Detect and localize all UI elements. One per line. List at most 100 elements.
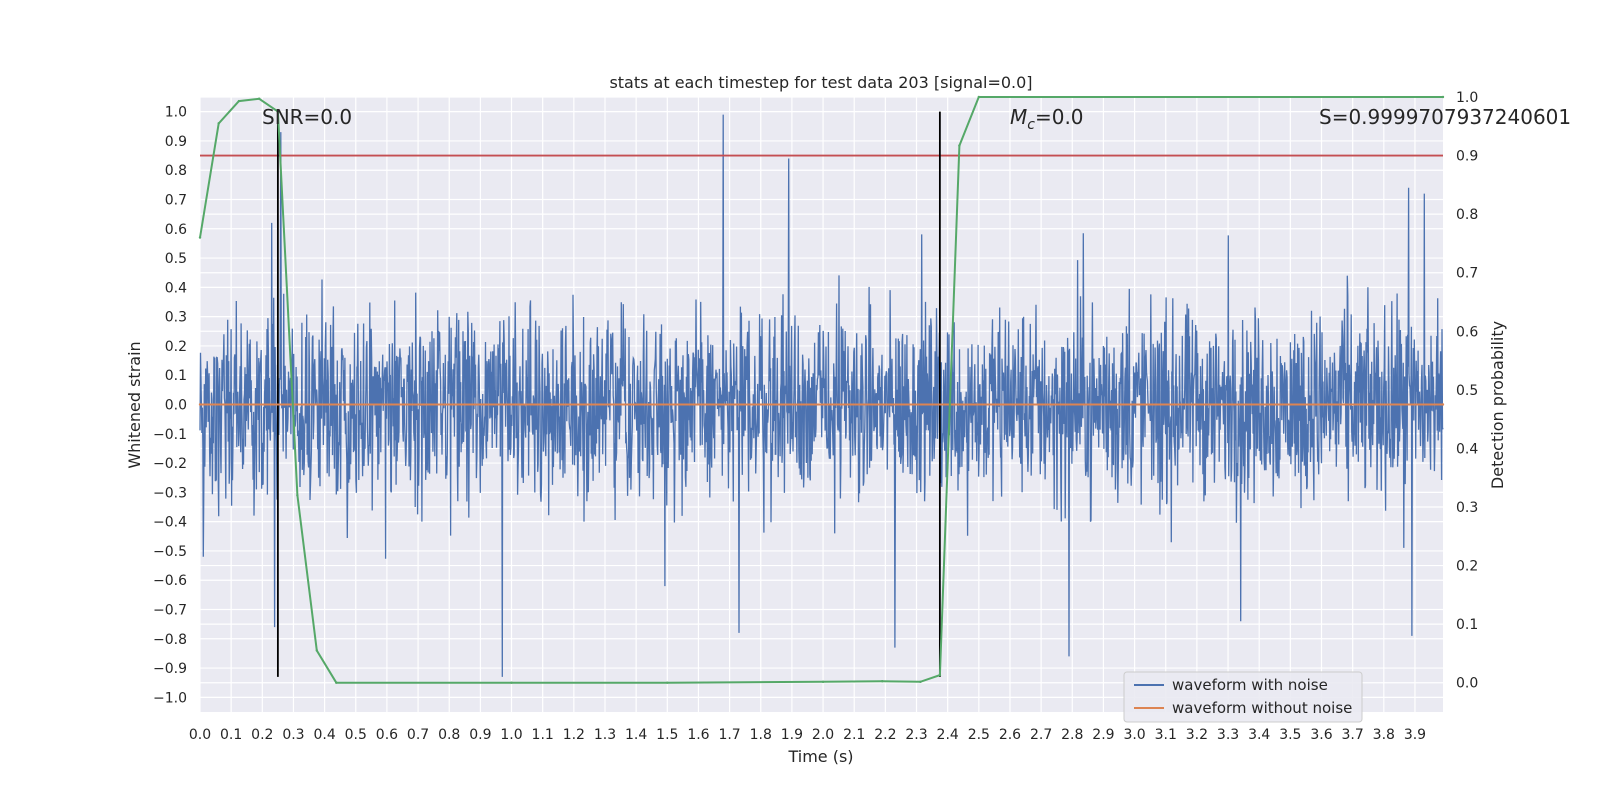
x-tick-label: 1.6	[687, 727, 709, 743]
clean-point	[1441, 403, 1445, 406]
y-axis-title: Whitened strain	[125, 341, 144, 468]
x-tick-label: 0.5	[345, 727, 367, 743]
probability-point	[276, 110, 280, 113]
x-tick-label: 3.0	[1123, 727, 1145, 743]
x-tick-label: 2.5	[968, 727, 990, 743]
x-tick-label: 0.1	[220, 727, 242, 743]
x-tick-label: 0.0	[189, 727, 211, 743]
x-tick-label: 0.4	[313, 727, 335, 743]
y-tick-label: 0.0	[165, 398, 187, 414]
probability-point	[510, 681, 513, 684]
chart-title: stats at each timestep for test data 203…	[609, 73, 1032, 92]
y-tick-label: −0.6	[153, 573, 187, 589]
y-tick-label: −0.7	[153, 603, 187, 619]
x-tick-label: 2.6	[999, 727, 1021, 743]
x-tick-label: 0.7	[407, 727, 429, 743]
y2-tick-label: 0.4	[1456, 441, 1478, 457]
y2-tick-label: 0.6	[1456, 324, 1478, 340]
x-tick-label: 3.4	[1248, 727, 1270, 743]
legend-label-clean: waveform without noise	[1172, 699, 1352, 717]
x-tick-label: 1.9	[781, 727, 803, 743]
x-tick-label: 2.0	[812, 727, 834, 743]
y-tick-label: −0.2	[153, 456, 187, 472]
x-tick-label: 1.4	[625, 727, 647, 743]
y-tick-label: −0.4	[153, 515, 187, 531]
y-tick-label: 0.1	[165, 368, 187, 384]
x-tick-label: 0.2	[251, 727, 273, 743]
x-tick-label: 3.7	[1342, 727, 1364, 743]
y2-tick-label: 0.1	[1456, 617, 1478, 633]
probability-point	[257, 97, 261, 100]
annotation-score: S=0.9999707937240601	[1319, 105, 1571, 129]
y-tick-label: 0.4	[165, 280, 187, 296]
x-tick-label: 0.6	[376, 727, 398, 743]
x-tick-label: 0.3	[282, 727, 304, 743]
probability-point	[315, 649, 319, 652]
probability-point	[919, 680, 922, 684]
y-tick-label: −0.5	[153, 544, 187, 560]
x-tick-label: 3.1	[1155, 727, 1177, 743]
x-tick-label: 3.9	[1404, 727, 1426, 743]
y-tick-label: 0.2	[165, 339, 187, 355]
y-tick-label: −1.0	[153, 690, 187, 706]
y2-tick-label: 0.7	[1456, 266, 1478, 282]
marks	[198, 95, 1445, 684]
annotation-chirp-mass-symbol: M	[1010, 105, 1027, 129]
y-tick-label: 0.9	[165, 134, 187, 150]
annotation-snr: SNR=0.0	[262, 105, 352, 129]
y-tick-label: 1.0	[165, 105, 187, 121]
x-axis-title: Time (s)	[787, 747, 853, 766]
y-tick-label: −0.9	[153, 661, 187, 677]
y2-tick-label: 0.8	[1456, 207, 1478, 223]
probability-point	[958, 144, 961, 147]
series-noise-line	[199, 114, 1444, 677]
x-tick-label: 2.8	[1061, 727, 1083, 743]
x-tick-label: 3.6	[1310, 727, 1332, 743]
legend-label-noise: waveform with noise	[1172, 676, 1328, 694]
annotation-chirp-mass-value: =0.0	[1035, 105, 1084, 129]
legend-box	[1123, 671, 1363, 723]
y-tick-label: 0.8	[165, 163, 187, 179]
x-tick-label: 3.8	[1373, 727, 1395, 743]
y-tick-label: −0.8	[153, 632, 187, 648]
x-tick-label: 2.4	[937, 727, 959, 743]
annotation-chirp-mass-sub: c	[1027, 117, 1035, 133]
x-tick-label: 2.9	[1092, 727, 1114, 743]
legend: waveform with noise waveform without noi…	[1123, 671, 1363, 723]
y2-tick-label: 0.2	[1456, 559, 1478, 575]
y2-tick-label: 1.0	[1456, 90, 1478, 106]
x-tick-label: 1.7	[718, 727, 740, 743]
x-tick-label: 1.2	[563, 727, 585, 743]
x-tick-label: 1.1	[532, 727, 554, 743]
x-tick-label: 2.1	[843, 727, 865, 743]
x-tick-label: 2.7	[1030, 727, 1052, 743]
x-tick-label: 0.9	[469, 727, 491, 743]
y-tick-label: 0.5	[165, 251, 187, 267]
probability-point	[1441, 95, 1445, 99]
x-tick-label: 3.3	[1217, 727, 1239, 743]
noise-series	[199, 114, 1444, 677]
y-tick-label: −0.1	[153, 427, 187, 443]
y2-tick-label: 0.5	[1456, 383, 1478, 399]
probability-point	[335, 681, 338, 684]
x-tick-label: 2.2	[874, 727, 896, 743]
annotation-chirp-mass: Mc=0.0	[1010, 105, 1084, 133]
probability-point	[977, 95, 981, 99]
y2-axis-title: Detection probability	[1488, 321, 1507, 489]
x-tick-label: 3.5	[1279, 727, 1301, 743]
x-tick-label: 0.8	[438, 727, 460, 743]
x-tick-label: 1.5	[656, 727, 678, 743]
probability-point	[821, 680, 825, 684]
x-tick-label: 2.3	[905, 727, 927, 743]
y-tick-label: 0.3	[165, 310, 187, 326]
y2-tick-label: 0.3	[1456, 500, 1478, 516]
y2-tick-label: 0.0	[1456, 676, 1478, 692]
probability-point	[666, 681, 669, 684]
x-tick-label: 1.0	[500, 727, 522, 743]
probability-point	[198, 236, 202, 239]
probability-point	[217, 122, 220, 125]
x-tick-label: 1.3	[594, 727, 616, 743]
ticks: 0.0 0.1 0.2 0.3 0.4 0.5 0.6 0.7 0.8 0.9 1.0 1.1 1.2 1…	[153, 90, 1478, 743]
x-tick-label: 1.8	[750, 727, 772, 743]
